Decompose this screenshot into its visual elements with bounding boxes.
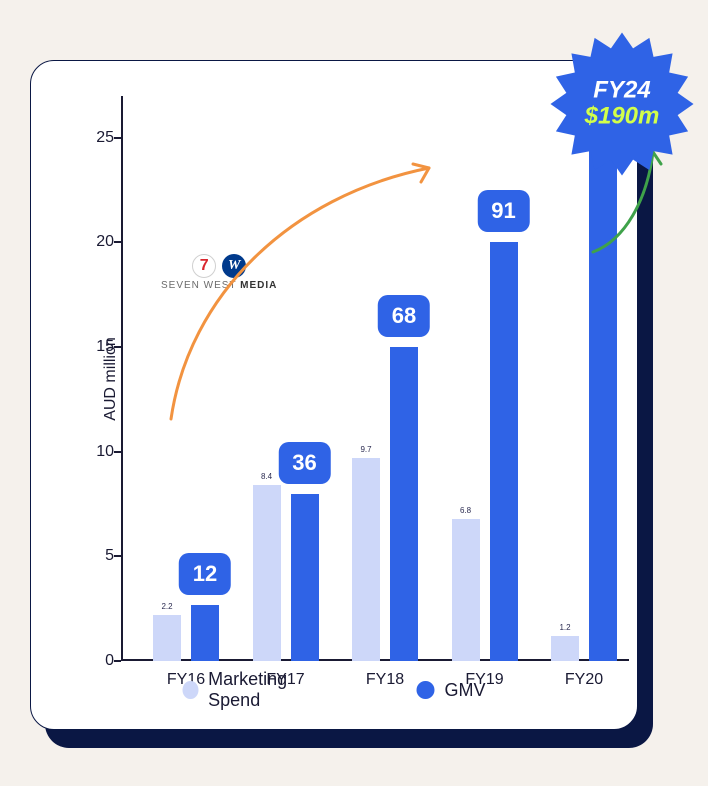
- bar-marketing-spend: 9.7: [352, 458, 380, 661]
- gmv-value-badge: 91: [477, 190, 529, 232]
- bar-value-label: 1.2: [559, 623, 570, 632]
- bar-marketing-spend: 1.2: [551, 636, 579, 661]
- bar-gmv: 68: [390, 347, 418, 661]
- legend: Marketing Spend GMV: [183, 669, 486, 711]
- category-group: FY196.891: [440, 96, 530, 661]
- y-tick: [114, 241, 121, 243]
- bar-marketing-spend: 8.4: [253, 485, 281, 661]
- bar-gmv: 112: [589, 146, 617, 661]
- y-axis-line: [121, 96, 123, 661]
- legend-item-marketing-spend: Marketing Spend: [183, 669, 327, 711]
- chart-card: 7 W SEVEN WEST MEDIA AUD million 0510152…: [30, 60, 638, 730]
- bar-gmv: 36: [291, 494, 319, 661]
- y-tick-label: 10: [86, 443, 114, 461]
- fy24-callout-burst: FY24 $190m: [548, 30, 696, 178]
- category-group: FY178.436: [241, 96, 331, 661]
- bar-gmv: 91: [490, 242, 518, 661]
- bar-marketing-spend: 2.2: [153, 615, 181, 661]
- legend-label-marketing: Marketing Spend: [208, 669, 326, 711]
- bar-value-label: 9.7: [360, 445, 371, 454]
- burst-line1: FY24: [585, 78, 660, 104]
- y-tick: [114, 451, 121, 453]
- y-tick: [114, 660, 121, 662]
- plot-region: 0510152025FY162.212FY178.436FY189.768FY1…: [121, 96, 629, 661]
- gmv-value-badge: 68: [378, 295, 430, 337]
- y-tick-label: 5: [86, 547, 114, 565]
- chart-area: AUD million 0510152025FY162.212FY178.436…: [121, 96, 629, 661]
- legend-item-gmv: GMV: [416, 680, 485, 701]
- category-label: FY20: [565, 671, 603, 689]
- y-tick: [114, 137, 121, 139]
- category-group: FY201.2112: [539, 96, 629, 661]
- gmv-value-badge: 36: [278, 442, 330, 484]
- burst-line2: $190m: [585, 104, 660, 130]
- category-group: FY189.768: [340, 96, 430, 661]
- y-tick-label: 0: [86, 652, 114, 670]
- y-tick-label: 15: [86, 338, 114, 356]
- bar-value-label: 8.4: [261, 472, 272, 481]
- legend-label-gmv: GMV: [444, 680, 485, 701]
- bar-value-label: 6.8: [460, 506, 471, 515]
- legend-swatch-marketing-icon: [183, 681, 199, 699]
- category-group: FY162.212: [141, 96, 231, 661]
- bar-gmv: 12: [191, 605, 219, 662]
- y-tick: [114, 555, 121, 557]
- y-tick-label: 20: [86, 233, 114, 251]
- y-tick-label: 25: [86, 129, 114, 147]
- gmv-value-badge: 12: [179, 553, 231, 595]
- bar-value-label: 2.2: [161, 602, 172, 611]
- legend-swatch-gmv-icon: [416, 681, 434, 699]
- bar-marketing-spend: 6.8: [452, 519, 480, 661]
- y-tick: [114, 346, 121, 348]
